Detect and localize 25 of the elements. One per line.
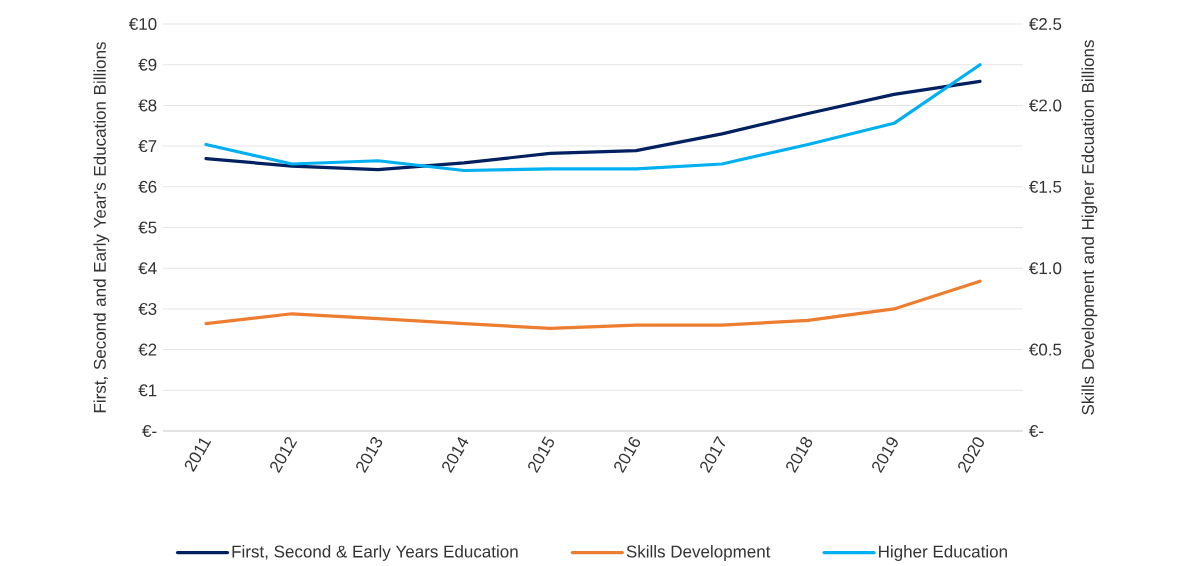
- y-tick-label: €3: [138, 302, 157, 315]
- y2-axis-title: Skills Development and Higher Edcuation Billions: [1081, 40, 1098, 415]
- y-tick-label: €10: [128, 17, 157, 31]
- line-series: [204, 63, 982, 173]
- y2-tick-label: €1.0: [1029, 262, 1062, 275]
- y-tick-label: €7: [138, 140, 157, 153]
- y-tick-label: €9: [138, 58, 157, 71]
- y-tick-label: €6: [138, 180, 157, 193]
- y-tick-label: €4: [138, 262, 157, 275]
- y2-tick-label: €-: [1029, 424, 1044, 438]
- y2-tick-label: €0.5: [1029, 343, 1062, 356]
- line-series: [204, 279, 982, 331]
- y-tick-label: €1: [138, 384, 157, 397]
- y2-tick-label: €2.5: [1029, 17, 1062, 31]
- y-tick-label: €5: [138, 221, 157, 234]
- y-tick-label: €-: [142, 424, 157, 438]
- y2-tick-label: €1.5: [1029, 180, 1062, 193]
- y-tick-label: €2: [138, 343, 157, 356]
- legend-label: First, Second & Early Years Education: [232, 545, 518, 561]
- legend-label: Higher Education: [879, 545, 1007, 561]
- y2-tick-label: €2.0: [1029, 99, 1062, 112]
- line-series: [204, 79, 982, 172]
- y-tick-label: €8: [138, 99, 157, 112]
- y-axis-title: First, Second and Early Year's Education Billions: [93, 42, 110, 413]
- legend-label: Skills Development: [626, 545, 771, 561]
